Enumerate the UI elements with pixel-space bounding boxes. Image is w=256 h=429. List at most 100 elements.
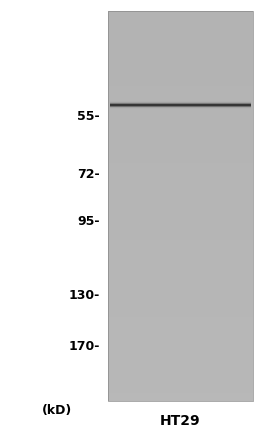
Bar [108,327,253,328]
Bar [108,79,253,80]
Bar [108,116,253,118]
Bar [108,68,253,69]
Bar [108,82,253,84]
Bar [108,112,253,114]
Bar [108,390,253,391]
Bar [108,143,253,145]
Bar [108,309,253,310]
Bar [108,169,253,171]
Bar [108,134,253,136]
Bar [108,358,253,360]
Bar [108,85,253,86]
Bar [108,88,253,89]
Bar [108,157,253,158]
Text: HT29: HT29 [160,414,201,428]
Bar [108,159,253,160]
Bar [108,81,253,82]
Bar [108,391,253,392]
Bar [108,65,253,66]
Bar [108,221,253,223]
Bar [108,162,253,163]
Bar [108,228,253,230]
Text: 170-: 170- [68,340,100,353]
Bar [108,121,253,123]
Bar [108,384,253,386]
Bar [108,193,253,194]
Bar [108,89,253,90]
Bar [108,242,253,244]
Bar [108,38,253,39]
Bar [108,233,253,235]
Bar [108,150,253,151]
Bar [108,39,253,41]
Bar [108,151,253,153]
Bar [108,227,253,228]
Bar [108,264,253,266]
Bar [108,148,253,149]
Bar [108,98,253,99]
Bar [108,326,253,327]
Bar [108,149,253,150]
Bar [108,187,253,188]
Bar [108,241,253,242]
Bar [108,207,253,208]
Bar [108,224,253,226]
Bar [108,319,253,320]
Bar [108,123,253,124]
Bar [108,103,253,104]
Bar [108,115,253,116]
Bar [108,189,253,190]
Bar [108,73,253,75]
Bar [108,145,253,146]
Bar [108,155,253,157]
Bar [108,80,253,81]
Bar [108,43,253,45]
Bar [108,196,253,197]
Bar [108,120,253,121]
Bar [108,270,253,271]
Bar [108,133,253,134]
Bar [108,177,253,178]
Bar [108,57,253,59]
Bar [108,287,253,288]
Bar [108,311,253,313]
Bar [108,41,253,42]
Bar [108,56,253,57]
Bar [108,376,253,378]
Bar [108,163,253,164]
Bar [108,59,253,60]
Bar [108,288,253,289]
Bar [108,17,253,18]
Bar [108,337,253,338]
Bar [108,336,253,337]
Bar [108,240,253,241]
Bar [108,197,253,198]
Bar [108,383,253,384]
Bar [108,259,253,260]
Bar [108,353,253,354]
Bar [108,20,253,21]
Bar [108,370,253,371]
Bar [108,176,253,177]
Bar [108,13,253,15]
Bar [108,345,253,347]
Bar [108,250,253,251]
Bar [108,371,253,372]
Bar [108,387,253,388]
Bar [108,276,253,278]
Bar [108,51,253,52]
Bar [108,84,253,85]
Bar [108,216,253,218]
Bar [108,320,253,322]
Bar [108,76,253,77]
Bar [108,283,253,284]
Bar [108,315,253,317]
Bar [108,194,253,196]
Bar [108,244,253,245]
Bar [108,47,253,48]
Bar [108,29,253,30]
Bar [108,192,253,193]
Bar [108,341,253,342]
Bar [108,226,253,227]
Bar [108,350,253,352]
